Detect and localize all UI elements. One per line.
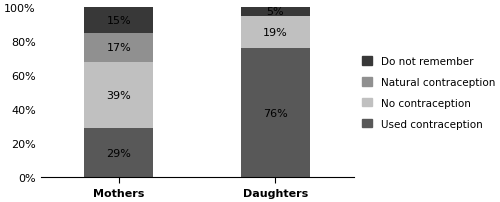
Text: 76%: 76% <box>263 108 288 118</box>
Bar <box>84 8 154 34</box>
Text: 15%: 15% <box>106 16 131 26</box>
Text: 17%: 17% <box>106 43 132 53</box>
Text: 5%: 5% <box>266 7 284 17</box>
Text: 39%: 39% <box>106 90 132 100</box>
Legend: Do not remember, Natural contraception, No contraception, Used contraception: Do not remember, Natural contraception, … <box>362 57 495 129</box>
Bar <box>241 8 310 17</box>
Bar <box>84 128 154 178</box>
Bar <box>241 49 310 178</box>
Bar <box>241 17 310 49</box>
Bar <box>84 34 154 62</box>
Text: 19%: 19% <box>263 28 288 38</box>
Bar <box>84 62 154 128</box>
Text: 29%: 29% <box>106 148 132 158</box>
